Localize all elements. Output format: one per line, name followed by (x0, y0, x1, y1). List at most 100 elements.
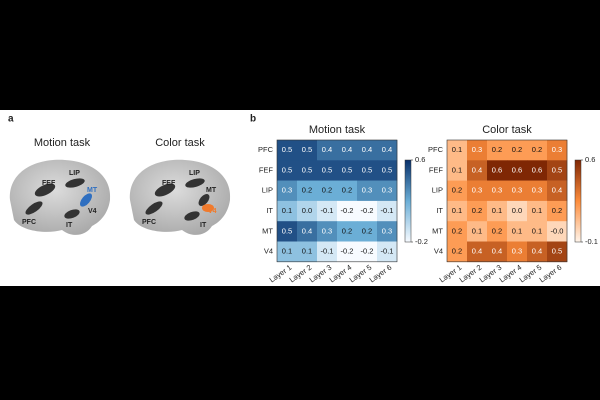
cell-label: 0.1 (452, 206, 462, 215)
cell (527, 160, 548, 181)
region (198, 194, 210, 206)
cell (527, 221, 548, 242)
cell (297, 200, 318, 222)
y-tick-label: FEF (259, 165, 274, 174)
cell-label: 0.5 (302, 145, 312, 154)
region-label: PFC (142, 219, 156, 226)
cell-label: 0.0 (512, 206, 522, 215)
colorbar (404, 159, 412, 243)
colorbar (574, 159, 582, 243)
cell-label: 0.4 (472, 247, 482, 256)
region (154, 183, 176, 197)
cell-label: -0.2 (341, 247, 354, 256)
cell (487, 200, 508, 222)
cell (527, 241, 548, 263)
cell-label: 0.3 (472, 186, 482, 195)
cell (357, 221, 378, 242)
cell-label: 0.4 (342, 145, 352, 154)
y-tick-label: MT (432, 226, 443, 235)
cell (277, 160, 298, 181)
cell-label: 0.5 (322, 165, 332, 174)
cell (317, 200, 338, 222)
cell-label: -0.2 (361, 247, 374, 256)
y-tick-label: PFC (258, 145, 274, 154)
cell (467, 241, 488, 263)
cell-label: -0.1 (381, 206, 394, 215)
cell (357, 140, 378, 161)
y-tick-label: MT (262, 226, 273, 235)
cell (297, 160, 318, 181)
y-tick-label: V4 (434, 247, 443, 256)
cell (487, 241, 508, 263)
cell-label: 0.3 (492, 186, 502, 195)
y-tick-label: PFC (428, 145, 444, 154)
cell-label: 0.3 (382, 186, 392, 195)
region-label: MT (206, 187, 217, 194)
cell (377, 221, 398, 242)
cell-label: 0.4 (492, 247, 502, 256)
colorbar-tick-label: 0.6 (415, 155, 425, 164)
cell (297, 180, 318, 202)
region-label: FEF (162, 180, 176, 187)
cell-label: 0.2 (552, 206, 562, 215)
panel-label: a (8, 114, 14, 125)
cell (277, 140, 298, 161)
cell-label: 0.5 (302, 165, 312, 174)
cell-label: 0.2 (322, 186, 332, 195)
cell-label: -0.1 (381, 247, 394, 256)
cell (507, 200, 528, 222)
cell-label: 0.5 (382, 165, 392, 174)
cell (507, 221, 528, 242)
cell (337, 140, 358, 161)
cell-label: 0.4 (382, 145, 392, 154)
cell (447, 180, 468, 202)
chart-title: Color task (482, 124, 532, 136)
region-label: MT (87, 187, 98, 194)
cell-label: 0.3 (512, 247, 522, 256)
region-label: PFC (22, 219, 36, 226)
cell-label: -0.2 (341, 206, 354, 215)
cell (377, 200, 398, 222)
cell-label: 0.2 (512, 145, 522, 154)
cell-label: -0.0 (551, 226, 564, 235)
cell (467, 160, 488, 181)
region (64, 209, 80, 219)
frame (446, 139, 568, 263)
cell (277, 221, 298, 242)
cell (447, 160, 468, 181)
y-tick-label: IT (266, 206, 273, 215)
cell (487, 140, 508, 161)
brain-title: Motion task (34, 137, 91, 149)
cell (357, 160, 378, 181)
cell (527, 180, 548, 202)
cell-label: 0.3 (382, 226, 392, 235)
cell-label: 0.2 (492, 226, 502, 235)
cell-label: 0.1 (512, 226, 522, 235)
cell-label: 0.5 (552, 165, 562, 174)
cell-label: 0.5 (342, 165, 352, 174)
cell-label: 0.3 (362, 186, 372, 195)
cell (447, 140, 468, 161)
cell-label: 0.2 (472, 206, 482, 215)
cell-label: 0.6 (512, 165, 522, 174)
cell (487, 180, 508, 202)
cell (277, 241, 298, 263)
cell (547, 140, 568, 161)
region (185, 178, 205, 188)
brain: Color task PFC FEF LIP MT V4 IT (129, 137, 231, 235)
cell-label: 0.5 (282, 226, 292, 235)
cell-label: 0.2 (452, 247, 462, 256)
cell-label: 0.5 (552, 247, 562, 256)
cell-label: 0.2 (342, 186, 352, 195)
cell (547, 160, 568, 181)
cell (507, 180, 528, 202)
cell (377, 140, 398, 161)
colorbar-tick-label: -0.2 (415, 237, 428, 246)
cell-label: 0.2 (302, 186, 312, 195)
cell-label: 0.2 (452, 226, 462, 235)
region-highlight (202, 204, 214, 212)
cell-label: 0.3 (552, 145, 562, 154)
colorbar-tick-label: 0.6 (585, 155, 595, 164)
cell (357, 241, 378, 263)
cell-label: 0.4 (302, 226, 312, 235)
